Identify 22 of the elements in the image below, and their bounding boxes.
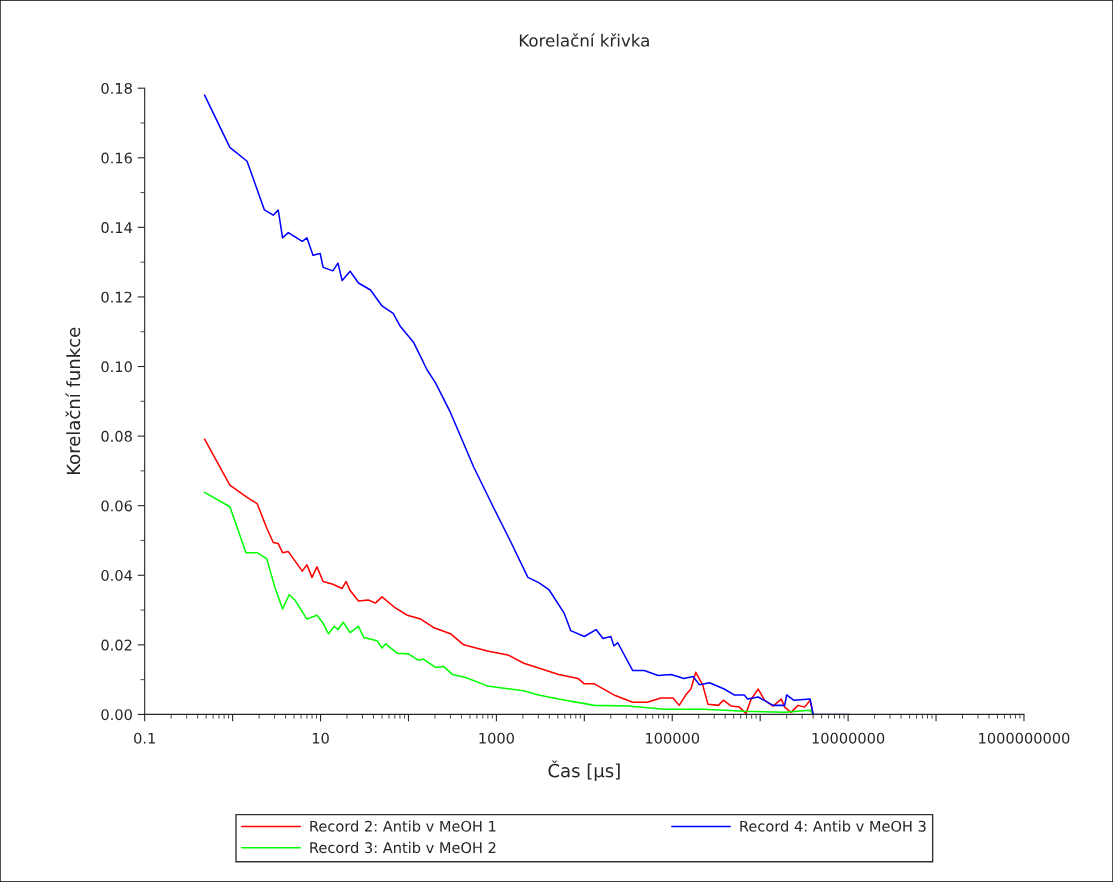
legend-label: Record 4: Antib v MeOH 3 xyxy=(740,820,926,832)
x-axis-title: Čas [μs] xyxy=(548,760,620,781)
x-tick-label: 1000 xyxy=(479,732,514,744)
y-tick-label: 0.10 xyxy=(101,361,132,373)
y-tick-label: 0.04 xyxy=(101,569,133,582)
x-tick-label: 0.1 xyxy=(134,732,155,744)
y-tick-label: 0.14 xyxy=(101,222,133,234)
y-tick-label: 0.16 xyxy=(101,152,132,164)
x-tick-label: 10000000 xyxy=(812,732,885,744)
y-tick-label: 0.08 xyxy=(101,430,132,442)
legend-label: Record 2: Antib v MeOH 1 xyxy=(310,820,496,832)
x-tick-label: 100000 xyxy=(646,732,700,744)
y-axis-title: Korelační funkce xyxy=(65,327,81,475)
legend-label: Record 3: Antib v MeOH 2 xyxy=(310,841,496,854)
y-tick-label: 0.12 xyxy=(101,291,132,303)
y-tick-label: 0.00 xyxy=(101,709,132,721)
x-tick-label: 1000000000 xyxy=(979,732,1070,744)
x-tick-label: 10 xyxy=(312,732,329,744)
chart-title: Korelační křivka xyxy=(519,33,649,47)
y-tick-label: 0.06 xyxy=(101,500,132,512)
y-tick-label: 0.02 xyxy=(101,639,132,651)
y-tick-label: 0.18 xyxy=(101,82,132,94)
